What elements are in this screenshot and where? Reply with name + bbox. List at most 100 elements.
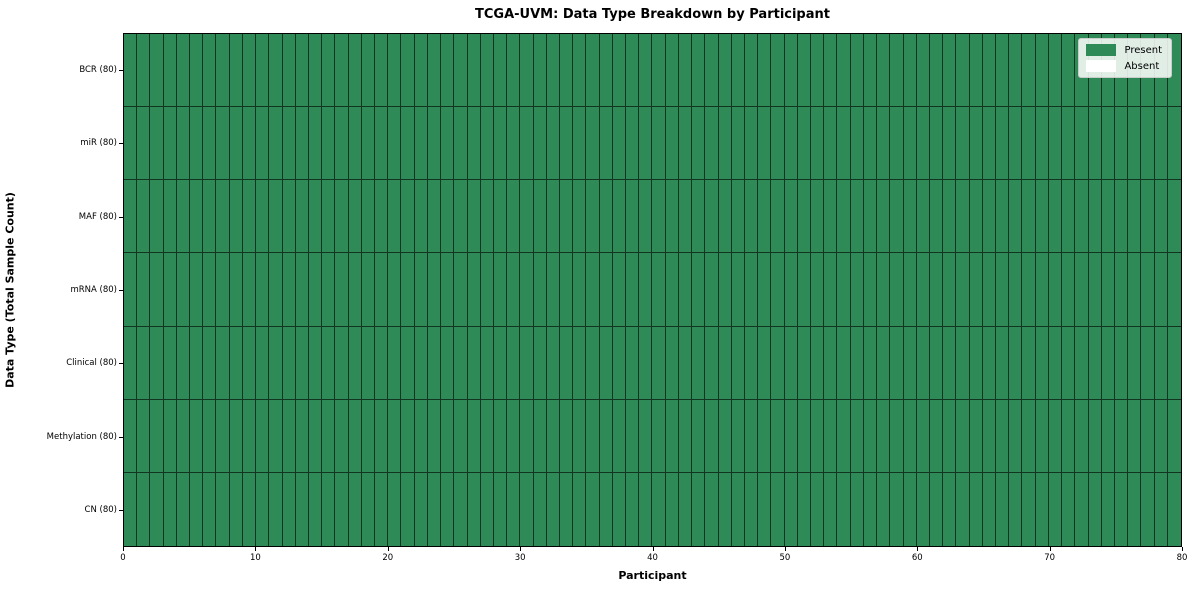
heatmap-cell (308, 107, 323, 180)
heatmap-row (124, 107, 1181, 181)
heatmap-cell (454, 326, 468, 399)
heatmap-cell (573, 107, 587, 180)
heatmap-cell (705, 472, 719, 546)
heatmap-cell (956, 107, 970, 180)
heatmap-row (124, 399, 1181, 473)
heatmap-cell (982, 253, 997, 326)
heatmap-cell (427, 399, 442, 472)
heatmap-cell (1022, 472, 1036, 546)
heatmap-cell (626, 34, 640, 107)
heatmap-cell (467, 326, 481, 399)
heatmap-cell (969, 326, 983, 399)
heatmap-cell (1048, 107, 1063, 180)
heatmap-cell (811, 326, 825, 399)
heatmap-cell (982, 472, 997, 546)
heatmap-cell (639, 34, 653, 107)
heatmap-cell (1035, 180, 1049, 253)
heatmap-cell (573, 180, 587, 253)
heatmap-cell (877, 399, 891, 472)
heatmap-cell (441, 399, 455, 472)
heatmap-cell (837, 180, 851, 253)
heatmap-row (124, 180, 1181, 254)
heatmap-cell (665, 472, 679, 546)
heatmap-cell (203, 180, 217, 253)
heatmap-cell (150, 253, 164, 326)
heatmap-cell (771, 472, 785, 546)
heatmap-cell (797, 472, 812, 546)
heatmap-cell (137, 34, 151, 107)
heatmap-cell (665, 326, 679, 399)
heatmap-cell (969, 253, 983, 326)
heatmap-cell (308, 472, 323, 546)
heatmap-cell (216, 180, 230, 253)
heatmap-cell (176, 253, 191, 326)
heatmap-cell (295, 399, 309, 472)
heatmap-cell (890, 326, 904, 399)
heatmap-cell (322, 472, 336, 546)
heatmap-cell (1101, 472, 1115, 546)
heatmap-cell (520, 399, 534, 472)
heatmap-cell (850, 399, 864, 472)
heatmap-cell (137, 180, 151, 253)
heatmap-cell (414, 399, 428, 472)
heatmap-cell (863, 472, 878, 546)
heatmap-cell (890, 107, 904, 180)
heatmap-cell (401, 326, 415, 399)
heatmap-cell (1048, 399, 1063, 472)
heatmap-cell (335, 34, 349, 107)
heatmap-cell (996, 472, 1010, 546)
heatmap-cell (401, 253, 415, 326)
heatmap-cell (863, 34, 878, 107)
legend-swatch-present (1086, 44, 1117, 56)
heatmap-cell (163, 472, 177, 546)
heatmap-cell (282, 253, 296, 326)
heatmap-cell (665, 399, 679, 472)
heatmap-cell (1062, 107, 1076, 180)
heatmap-cell (533, 326, 547, 399)
heatmap-cell (1101, 107, 1115, 180)
heatmap-cell (520, 326, 534, 399)
heatmap-cell (586, 399, 600, 472)
heatmap-cell (348, 253, 362, 326)
chart-title: TCGA-UVM: Data Type Breakdown by Partici… (475, 7, 830, 22)
heatmap-cell (903, 399, 917, 472)
heatmap-cell (956, 253, 970, 326)
heatmap-cell (890, 253, 904, 326)
heatmap-cell (1035, 107, 1049, 180)
heatmap-cell (507, 34, 521, 107)
heatmap-cell (705, 34, 719, 107)
heatmap-cell (176, 326, 191, 399)
heatmap-cell (361, 472, 376, 546)
heatmap-cell (322, 180, 336, 253)
heatmap-row (124, 253, 1181, 327)
heatmap-cell (850, 253, 864, 326)
heatmap-cell (652, 180, 666, 253)
heatmap-cell (388, 326, 402, 399)
heatmap-cell (295, 253, 309, 326)
heatmap-cell (467, 399, 481, 472)
heatmap-row (124, 34, 1181, 108)
heatmap-cell (467, 107, 481, 180)
y-tick-label: mRNA (80) (70, 285, 117, 295)
heatmap-cell (375, 472, 389, 546)
heatmap-cell (427, 107, 442, 180)
heatmap-cell (203, 107, 217, 180)
heatmap-cell (652, 34, 666, 107)
heatmap-cell (348, 180, 362, 253)
heatmap-cell (1088, 107, 1102, 180)
heatmap-cell (480, 399, 494, 472)
heatmap-cell (560, 34, 574, 107)
heatmap-cell (388, 34, 402, 107)
y-tick-label: miR (80) (80, 138, 117, 149)
heatmap-cell (520, 180, 534, 253)
heatmap-cell (982, 326, 997, 399)
heatmap-cell (771, 399, 785, 472)
heatmap-cell (863, 107, 878, 180)
heatmap-cell (1167, 107, 1181, 180)
heatmap-cell (744, 34, 759, 107)
heatmap-cell (639, 180, 653, 253)
heatmap-cell (229, 326, 243, 399)
heatmap-cell (163, 107, 177, 180)
heatmap-cell (1167, 472, 1181, 546)
heatmap-cell (916, 34, 930, 107)
